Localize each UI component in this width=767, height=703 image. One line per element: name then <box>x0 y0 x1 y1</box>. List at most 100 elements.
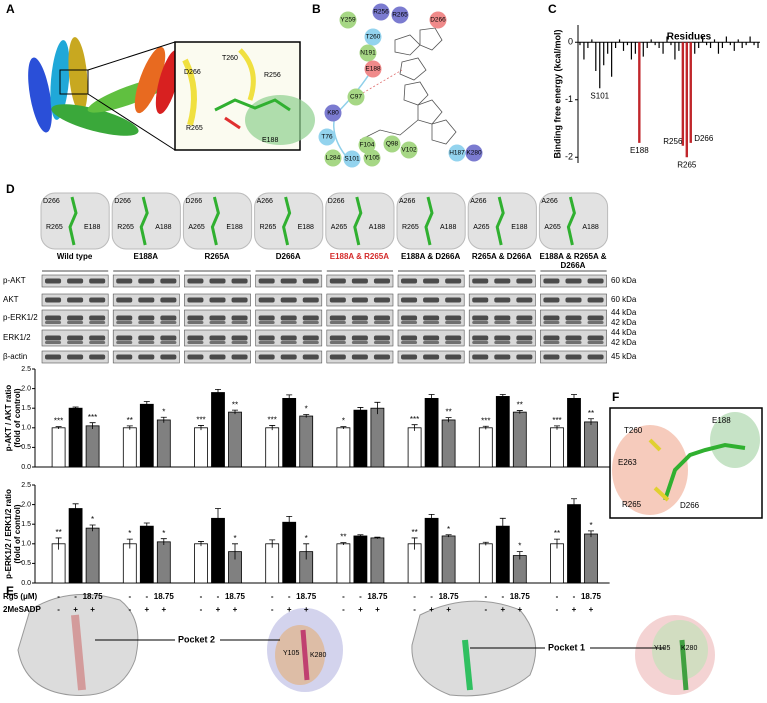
significance: ** <box>588 409 594 418</box>
error-bar <box>516 410 523 414</box>
blot-size-label: 45 kDa <box>611 352 637 361</box>
error-bar <box>215 388 221 396</box>
significance: ** <box>55 528 61 537</box>
residue-label: A265 <box>331 224 347 231</box>
residue-label: D266 <box>114 198 131 205</box>
y-tick-label: 1.5 <box>21 405 31 412</box>
error-bar <box>482 541 489 546</box>
blot-band <box>445 335 462 341</box>
residue-node <box>324 104 342 122</box>
bar <box>424 517 439 584</box>
blot-band <box>516 321 533 324</box>
blot-band <box>516 341 533 344</box>
treatment-value: - <box>501 592 504 601</box>
energy-bar <box>587 42 589 48</box>
residue-label: R265 <box>392 12 408 19</box>
treatment-value: + <box>446 605 451 614</box>
blot-band <box>373 354 390 360</box>
bar <box>265 427 280 468</box>
error-bar <box>198 541 204 547</box>
energy-bar <box>599 42 601 89</box>
error-bar <box>72 503 79 514</box>
residue-label: E188 <box>262 137 278 144</box>
blot-size-label: 42 kDa <box>611 318 637 327</box>
blot-band <box>280 315 297 321</box>
error-bar <box>571 394 577 403</box>
residue-node <box>391 6 409 24</box>
residue-label: A266 <box>470 198 486 205</box>
blot-size-label: 42 kDa <box>611 338 637 347</box>
energy-bar <box>642 42 644 57</box>
blot-band <box>116 354 133 360</box>
treatment-value: - <box>57 605 60 614</box>
error-bar <box>232 409 238 415</box>
protein-cartoon <box>28 37 181 151</box>
blot-band <box>138 315 155 321</box>
residue-label: L284 <box>326 155 341 162</box>
residue-label: A188 <box>582 224 598 231</box>
energy-bar <box>603 42 605 66</box>
blot-band <box>565 341 582 344</box>
error-bar <box>374 401 381 415</box>
blot-band <box>302 354 319 360</box>
blot-band <box>445 341 462 344</box>
treatment-value: + <box>589 605 594 614</box>
energy-bar <box>650 39 652 43</box>
blot-band <box>401 341 418 344</box>
residue-label: A188 <box>369 224 385 231</box>
treatment-value: - <box>271 605 274 614</box>
error-bar <box>215 508 221 529</box>
blot-band <box>445 321 462 324</box>
bar <box>68 407 83 468</box>
treatment-value: + <box>287 605 292 614</box>
pocket-surfaces <box>17 593 715 697</box>
blot-band <box>373 315 390 321</box>
significance: *** <box>54 417 63 426</box>
structure-surface <box>467 192 537 250</box>
energy-bar <box>757 42 759 48</box>
energy-bar <box>674 42 676 60</box>
y-tick-label: 0.5 <box>21 444 31 451</box>
blot-row-label: ERK1/2 <box>3 333 31 342</box>
significance: *** <box>481 416 490 425</box>
residue-label: E188 <box>226 224 242 231</box>
residue-label: E263 <box>618 458 637 467</box>
residue-node <box>318 128 336 146</box>
blot-band <box>280 341 297 344</box>
blot-band <box>543 315 560 321</box>
blot-band <box>401 321 418 324</box>
residue-node <box>364 60 382 78</box>
blot-band <box>472 278 489 284</box>
structure-surface <box>40 192 110 250</box>
significance: * <box>305 405 308 414</box>
panel-f-structure <box>609 407 763 519</box>
blot-band <box>231 341 248 344</box>
residue-node <box>339 11 357 29</box>
blot-band <box>329 297 346 303</box>
blot-band <box>516 315 533 321</box>
residue-label: A265 <box>544 224 560 231</box>
significance: * <box>447 525 450 534</box>
residue-label: R265 <box>677 160 697 169</box>
blot-row-label: β-actin <box>3 352 27 361</box>
blot-band <box>138 278 155 284</box>
blot-band <box>45 341 62 344</box>
treatment-value: - <box>200 592 203 601</box>
blot-band <box>472 335 489 341</box>
energy-bar <box>607 42 609 54</box>
error-bar <box>411 424 418 431</box>
error-bar <box>340 426 347 429</box>
blot-band <box>373 321 390 324</box>
pocket-label: Pocket 1 <box>548 642 585 652</box>
blot-size-label: 60 kDa <box>611 295 637 304</box>
blot-band <box>160 321 177 324</box>
energy-bar <box>689 42 692 143</box>
blot-band <box>67 341 84 344</box>
blot-band <box>209 278 226 284</box>
zoom-box <box>174 41 315 151</box>
blot-band <box>209 341 226 344</box>
mutant-header: R265A & D266A <box>471 252 532 261</box>
treatment-value: + <box>216 605 221 614</box>
blot-band <box>116 278 133 284</box>
blot-band <box>209 335 226 341</box>
